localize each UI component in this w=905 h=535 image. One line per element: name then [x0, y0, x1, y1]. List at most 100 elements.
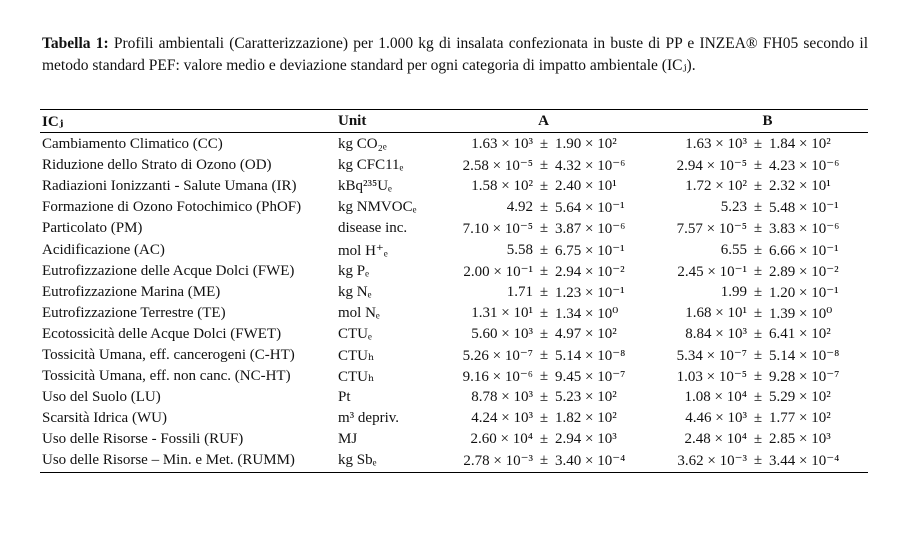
table-row: Scarsità Idrica (WU) m³ depriv. 4.24 × 10³…	[40, 408, 868, 429]
a-mean-cell: 1.71	[506, 283, 533, 300]
table-row: Radiazioni Ionizzanti - Salute Umana (IR…	[40, 176, 868, 197]
a-plus-minus: ±	[539, 220, 549, 237]
table-row: Uso delle Risorse - Fossili (RUF) MJ 2.60 …	[40, 429, 868, 450]
a-plus-minus: ±	[539, 178, 549, 195]
category-cell: Tossicità Umana, eff. cancerogeni (C-HT)	[42, 346, 295, 363]
a-mean-cell: 2.00 × 10⁻¹	[463, 263, 533, 280]
header-unit: Unit	[338, 112, 367, 129]
a-plus-minus: ±	[539, 241, 549, 258]
category-cell: Formazione di Ozono Fotochimico (PhOF)	[42, 199, 302, 216]
unit-cell: MJ	[338, 431, 358, 448]
unit-cell: kg Nₑ	[338, 283, 372, 300]
b-mean-cell: 1.03 × 10⁻⁵	[676, 369, 747, 386]
table-body: Cambiamento Climatico (CC) kg CO₂ₑ 1.63 × …	[40, 133, 868, 472]
a-plus-minus: ±	[539, 389, 549, 406]
b-plus-minus: ±	[753, 178, 763, 195]
b-sd-cell: 9.28 × 10⁻⁷	[769, 369, 840, 386]
a-sd-cell: 4.97 × 10²	[555, 325, 617, 342]
category-cell: Radiazioni Ionizzanti - Salute Umana (IR…	[42, 178, 297, 195]
category-cell: Ecotossicità delle Acque Dolci (FWET)	[42, 325, 282, 342]
table-header-row: ICⱼ Unit A B	[40, 110, 868, 133]
header-b: B	[762, 112, 773, 129]
category-cell: Acidificazione (AC)	[42, 241, 165, 258]
category-cell: Eutrofizzazione Marina (ME)	[42, 283, 221, 300]
b-plus-minus: ±	[753, 283, 763, 300]
b-mean-cell: 2.45 × 10⁻¹	[677, 263, 747, 280]
category-cell: Tossicità Umana, eff. non canc. (NC-HT)	[42, 368, 291, 385]
b-mean-cell: 1.72 × 10²	[685, 178, 747, 195]
table-row: Tossicità Umana, eff. non canc. (NC-HT) C…	[40, 366, 868, 387]
category-cell: Uso delle Risorse – Min. e Met. (RUMM)	[42, 452, 295, 469]
a-sd-cell: 3.40 × 10⁻⁴	[555, 453, 626, 470]
b-sd-cell: 2.89 × 10⁻²	[769, 263, 839, 280]
category-cell: Riduzione dello Strato di Ozono (OD)	[42, 157, 272, 174]
category-cell: Scarsità Idrica (WU)	[42, 410, 167, 427]
b-sd-cell: 2.32 × 10¹	[769, 178, 831, 195]
a-plus-minus: ±	[539, 325, 549, 342]
b-sd-cell: 2.85 × 10³	[769, 431, 831, 448]
a-sd-cell: 1.23 × 10⁻¹	[555, 284, 625, 301]
unit-cell: kg CFC11ₑ	[338, 157, 404, 174]
a-mean-cell: 7.10 × 10⁻⁵	[462, 221, 533, 238]
a-mean-cell: 5.60 × 10³	[471, 325, 533, 342]
a-sd-cell: 2.40 × 10¹	[555, 178, 617, 195]
b-plus-minus: ±	[753, 431, 763, 448]
header-a: A	[538, 112, 549, 129]
caption-label: Tabella 1:	[42, 35, 109, 52]
b-mean-cell: 7.57 × 10⁻⁵	[676, 221, 747, 238]
a-sd-cell: 2.94 × 10⁻²	[555, 263, 625, 280]
category-cell: Eutrofizzazione delle Acque Dolci (FWE)	[42, 262, 295, 279]
table-row: Eutrofizzazione Marina (ME) kg Nₑ 1.71 ±1.2…	[40, 282, 868, 303]
b-mean-cell: 1.63 × 10³	[685, 136, 747, 153]
b-plus-minus: ±	[753, 325, 763, 342]
unit-cell: kg Sbₑ	[338, 452, 377, 469]
a-mean-cell: 8.78 × 10³	[471, 389, 533, 406]
a-sd-cell: 2.94 × 10³	[555, 431, 617, 448]
a-mean-cell: 5.58	[506, 241, 533, 258]
b-plus-minus: ±	[753, 368, 763, 385]
b-plus-minus: ±	[753, 199, 763, 216]
b-mean-cell: 2.94 × 10⁻⁵	[676, 158, 747, 175]
b-plus-minus: ±	[753, 304, 763, 321]
a-sd-cell: 1.82 × 10²	[555, 410, 617, 427]
b-sd-cell: 5.14 × 10⁻⁸	[769, 347, 840, 364]
category-cell: Cambiamento Climatico (CC)	[42, 136, 223, 153]
b-mean-cell: 8.84 × 10³	[685, 325, 747, 342]
table-row: Uso del Suolo (LU) Pt 8.78 × 10³ ±5.23 × 10…	[40, 387, 868, 408]
category-cell: Eutrofizzazione Terrestre (TE)	[42, 304, 226, 321]
a-mean-cell: 1.63 × 10³	[471, 136, 533, 153]
b-mean-cell: 1.99	[720, 283, 747, 300]
table-row: Eutrofizzazione Terrestre (TE) mol Nₑ 1.31…	[40, 303, 868, 324]
a-mean-cell: 2.58 × 10⁻⁵	[462, 158, 533, 175]
table-row: Particolato (PM) disease inc. 7.10 × 10⁻⁵ ±…	[40, 218, 868, 239]
a-plus-minus: ±	[539, 283, 549, 300]
a-plus-minus: ±	[539, 199, 549, 216]
b-sd-cell: 1.77 × 10²	[769, 410, 831, 427]
unit-cell: mol Nₑ	[338, 304, 380, 321]
b-plus-minus: ±	[753, 410, 763, 427]
a-sd-cell: 5.14 × 10⁻⁸	[555, 347, 626, 364]
a-plus-minus: ±	[539, 262, 549, 279]
b-mean-cell: 5.23	[720, 199, 747, 216]
a-sd-cell: 1.90 × 10²	[555, 136, 617, 153]
b-plus-minus: ±	[753, 346, 763, 363]
a-mean-cell: 5.26 × 10⁻⁷	[462, 347, 533, 364]
category-cell: Uso del Suolo (LU)	[42, 389, 161, 406]
unit-cell: CTUₕ	[338, 347, 375, 364]
unit-cell: m³ depriv.	[338, 410, 400, 427]
table-row: Riduzione dello Strato di Ozono (OD) kg C…	[40, 155, 868, 176]
environmental-profile-table: ICⱼ Unit A B Cambiamento Climatico (CC) k…	[40, 109, 868, 473]
b-plus-minus: ±	[753, 220, 763, 237]
table-row: Eutrofizzazione delle Acque Dolci (FWE) k…	[40, 261, 868, 282]
a-plus-minus: ±	[539, 368, 549, 385]
b-mean-cell: 5.34 × 10⁻⁷	[676, 347, 747, 364]
unit-cell: kg NMVOCₑ	[338, 199, 417, 216]
b-sd-cell: 3.44 × 10⁻⁴	[769, 453, 840, 470]
a-mean-cell: 2.60 × 10⁴	[470, 431, 533, 448]
b-sd-cell: 6.66 × 10⁻¹	[769, 242, 839, 259]
a-sd-cell: 5.64 × 10⁻¹	[555, 200, 625, 217]
table-caption: Tabella 1: Profili ambientali (Caratteri…	[42, 33, 868, 76]
b-mean-cell: 1.08 × 10⁴	[684, 389, 747, 406]
table-row: Tossicità Umana, eff. cancerogeni (C-HT)…	[40, 345, 868, 366]
b-plus-minus: ±	[753, 452, 763, 469]
